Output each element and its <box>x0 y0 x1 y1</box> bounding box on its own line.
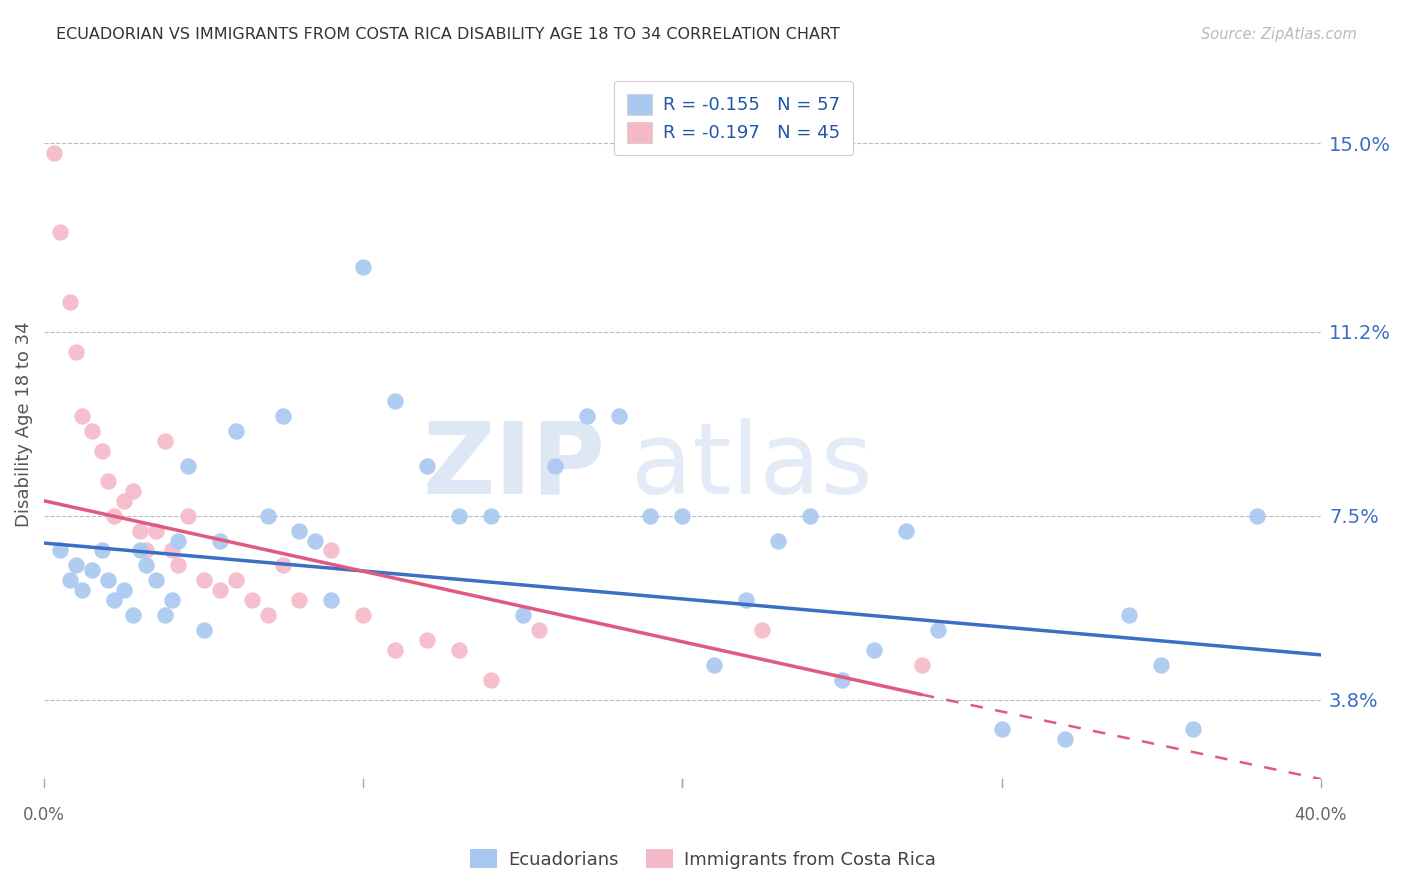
Point <box>167 558 190 573</box>
Point <box>1118 608 1140 623</box>
Point <box>128 543 150 558</box>
Point <box>447 643 470 657</box>
Point <box>288 524 311 538</box>
Point <box>122 608 145 623</box>
Point <box>90 444 112 458</box>
Point <box>766 533 789 548</box>
Point <box>352 260 374 275</box>
Point <box>80 424 103 438</box>
Point <box>304 533 326 548</box>
Point <box>193 574 215 588</box>
Point <box>42 146 65 161</box>
Point <box>384 394 406 409</box>
Point <box>225 574 247 588</box>
Point <box>321 593 343 607</box>
Point <box>671 508 693 523</box>
Point <box>145 524 167 538</box>
Point <box>273 409 295 424</box>
Point <box>416 632 439 647</box>
Point <box>288 593 311 607</box>
Point <box>1054 732 1077 747</box>
Point <box>65 558 87 573</box>
Point <box>1246 508 1268 523</box>
Text: Source: ZipAtlas.com: Source: ZipAtlas.com <box>1201 27 1357 42</box>
Point <box>208 533 231 548</box>
Text: 40.0%: 40.0% <box>1295 806 1347 824</box>
Point <box>384 643 406 657</box>
Point <box>416 458 439 473</box>
Point <box>72 583 94 598</box>
Point <box>831 673 853 687</box>
Point <box>145 574 167 588</box>
Point <box>225 424 247 438</box>
Point <box>155 608 177 623</box>
Y-axis label: Disability Age 18 to 34: Disability Age 18 to 34 <box>15 321 32 526</box>
Text: 0.0%: 0.0% <box>22 806 65 824</box>
Point <box>256 608 278 623</box>
Point <box>80 563 103 577</box>
Point <box>735 593 758 607</box>
Point <box>72 409 94 424</box>
Point <box>273 558 295 573</box>
Point <box>177 458 200 473</box>
Point <box>135 558 157 573</box>
Point <box>751 623 773 637</box>
Point <box>799 508 821 523</box>
Legend: R = -0.155   N = 57, R = -0.197   N = 45: R = -0.155 N = 57, R = -0.197 N = 45 <box>614 81 852 155</box>
Point <box>177 508 200 523</box>
Point <box>894 524 917 538</box>
Point <box>112 583 135 598</box>
Point <box>160 543 183 558</box>
Point <box>927 623 949 637</box>
Point <box>527 623 550 637</box>
Point <box>240 593 263 607</box>
Point <box>208 583 231 598</box>
Point <box>479 508 502 523</box>
Point <box>607 409 630 424</box>
Point <box>911 657 934 672</box>
Text: atlas: atlas <box>631 418 873 515</box>
Point <box>59 574 82 588</box>
Point <box>256 508 278 523</box>
Point <box>167 533 190 548</box>
Point <box>59 295 82 310</box>
Point <box>575 409 598 424</box>
Point <box>640 508 662 523</box>
Point <box>160 593 183 607</box>
Point <box>990 723 1012 737</box>
Text: ECUADORIAN VS IMMIGRANTS FROM COSTA RICA DISABILITY AGE 18 TO 34 CORRELATION CHA: ECUADORIAN VS IMMIGRANTS FROM COSTA RICA… <box>56 27 841 42</box>
Point <box>103 508 125 523</box>
Point <box>112 493 135 508</box>
Point <box>103 593 125 607</box>
Point <box>863 643 886 657</box>
Point <box>703 657 725 672</box>
Point <box>128 524 150 538</box>
Point <box>321 543 343 558</box>
Point <box>479 673 502 687</box>
Point <box>97 474 120 488</box>
Point <box>447 508 470 523</box>
Point <box>193 623 215 637</box>
Point <box>544 458 567 473</box>
Point <box>135 543 157 558</box>
Point <box>1150 657 1173 672</box>
Point <box>49 226 72 240</box>
Text: ZIP: ZIP <box>423 418 606 515</box>
Point <box>512 608 534 623</box>
Point <box>122 483 145 498</box>
Legend: Ecuadorians, Immigrants from Costa Rica: Ecuadorians, Immigrants from Costa Rica <box>463 842 943 876</box>
Point <box>155 434 177 449</box>
Point <box>1182 723 1205 737</box>
Point <box>49 543 72 558</box>
Point <box>90 543 112 558</box>
Point <box>97 574 120 588</box>
Point <box>65 344 87 359</box>
Point <box>352 608 374 623</box>
